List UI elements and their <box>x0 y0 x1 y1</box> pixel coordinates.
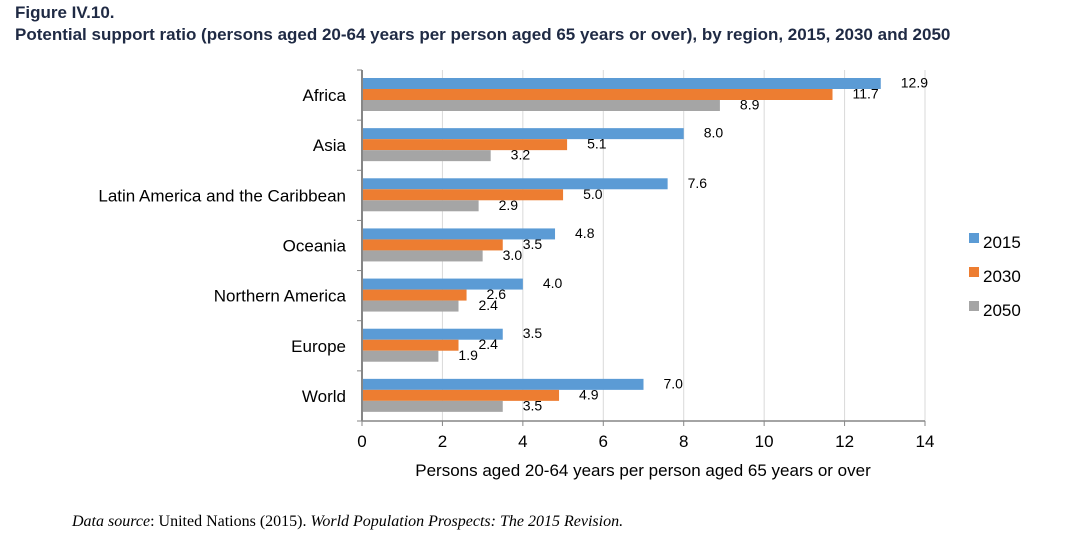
value-label-2030: 5.1 <box>587 136 607 152</box>
value-label-2030: 4.9 <box>579 386 599 402</box>
axes <box>357 69 926 426</box>
x-tick-label: 0 <box>357 432 366 451</box>
legend-label-2030: 2030 <box>983 267 1021 286</box>
bar-2015 <box>363 128 684 140</box>
bar-2015 <box>363 228 556 240</box>
bar-2030 <box>363 89 833 100</box>
bar-2050 <box>363 150 491 162</box>
bar-2050 <box>363 300 459 312</box>
bar-2015 <box>363 328 503 340</box>
bar-2050 <box>363 100 720 111</box>
bar-2030 <box>363 339 459 351</box>
bar-chart: Africa Asia Latin America and the Caribbea… <box>98 69 1021 480</box>
legend-label-2050: 2050 <box>983 301 1021 320</box>
bar-2050 <box>363 350 439 362</box>
value-label-2015: 3.5 <box>523 325 543 341</box>
bar-2050 <box>363 400 503 412</box>
x-tick-label: 2 <box>438 432 447 451</box>
value-label-2050: 3.0 <box>503 247 523 263</box>
x-tick-label: 6 <box>599 432 608 451</box>
x-axis-title: Persons aged 20-64 years per person aged… <box>415 461 871 480</box>
value-label-2015: 7.6 <box>688 175 708 191</box>
source-label: Data source <box>72 513 151 530</box>
legend-swatch-2050 <box>969 301 979 311</box>
bar-2015 <box>363 278 523 290</box>
tick-labels: 0 2 4 6 8 10 12 14 <box>357 432 934 451</box>
category-label: Oceania <box>283 237 347 256</box>
x-tick-label: 4 <box>518 432 527 451</box>
legend-label-2015: 2015 <box>983 233 1021 252</box>
value-label-2030: 2.6 <box>487 286 507 302</box>
category-label: Latin America and the Caribbean <box>98 186 346 205</box>
chart-title: Potential support ratio (persons aged 20… <box>15 25 951 44</box>
value-label-2030: 3.5 <box>523 236 543 252</box>
legend: 2015 2030 2050 <box>969 233 1021 320</box>
bar-2050 <box>363 250 483 262</box>
value-labels: 12.911.78.98.05.13.27.65.02.94.83.53.04.… <box>458 75 928 414</box>
source-text: United Nations (2015). <box>158 513 311 530</box>
value-label-2050: 1.9 <box>458 347 478 363</box>
value-label-2015: 4.8 <box>575 225 595 241</box>
source-separator: : <box>150 513 159 530</box>
value-label-2030: 2.4 <box>479 336 499 352</box>
bar-2050 <box>363 200 479 212</box>
category-label: Africa <box>303 86 347 105</box>
legend-swatch-2030 <box>969 267 979 277</box>
bars <box>363 78 881 412</box>
x-tick-label: 10 <box>755 432 774 451</box>
value-label-2050: 3.2 <box>511 147 531 163</box>
value-label-2015: 12.9 <box>901 75 928 91</box>
x-tick-label: 8 <box>679 432 688 451</box>
x-tick-label: 12 <box>835 432 854 451</box>
bar-2030 <box>363 139 568 151</box>
bar-2030 <box>363 389 560 401</box>
value-label-2050: 3.5 <box>523 397 543 413</box>
category-label: Northern America <box>214 287 347 306</box>
value-label-2030: 5.0 <box>583 186 603 202</box>
bar-2015 <box>363 178 668 190</box>
value-label-2015: 7.0 <box>664 375 684 391</box>
bar-2030 <box>363 189 564 201</box>
value-label-2050: 8.9 <box>740 97 760 113</box>
bar-2015 <box>363 378 644 390</box>
bar-2015 <box>363 78 881 89</box>
value-label-2050: 2.9 <box>499 197 519 213</box>
category-label: Europe <box>291 337 346 356</box>
category-label: Asia <box>313 136 347 155</box>
x-tick-label: 14 <box>916 432 935 451</box>
category-labels: Africa Asia Latin America and the Caribbea… <box>98 86 346 406</box>
data-source: Data source: United Nations (2015). Worl… <box>72 513 623 531</box>
legend-swatch-2015 <box>969 233 979 243</box>
value-label-2015: 8.0 <box>704 125 724 141</box>
figure-number: Figure IV.10. <box>15 3 115 22</box>
value-label-2050: 2.4 <box>479 297 499 313</box>
gridlines <box>441 70 926 421</box>
source-publication: World Population Prospects: The 2015 Rev… <box>310 513 624 530</box>
value-label-2030: 11.7 <box>853 86 879 102</box>
bar-2030 <box>363 239 503 251</box>
bar-2030 <box>363 289 467 301</box>
value-label-2015: 4.0 <box>543 275 563 291</box>
category-label: World <box>302 387 346 406</box>
